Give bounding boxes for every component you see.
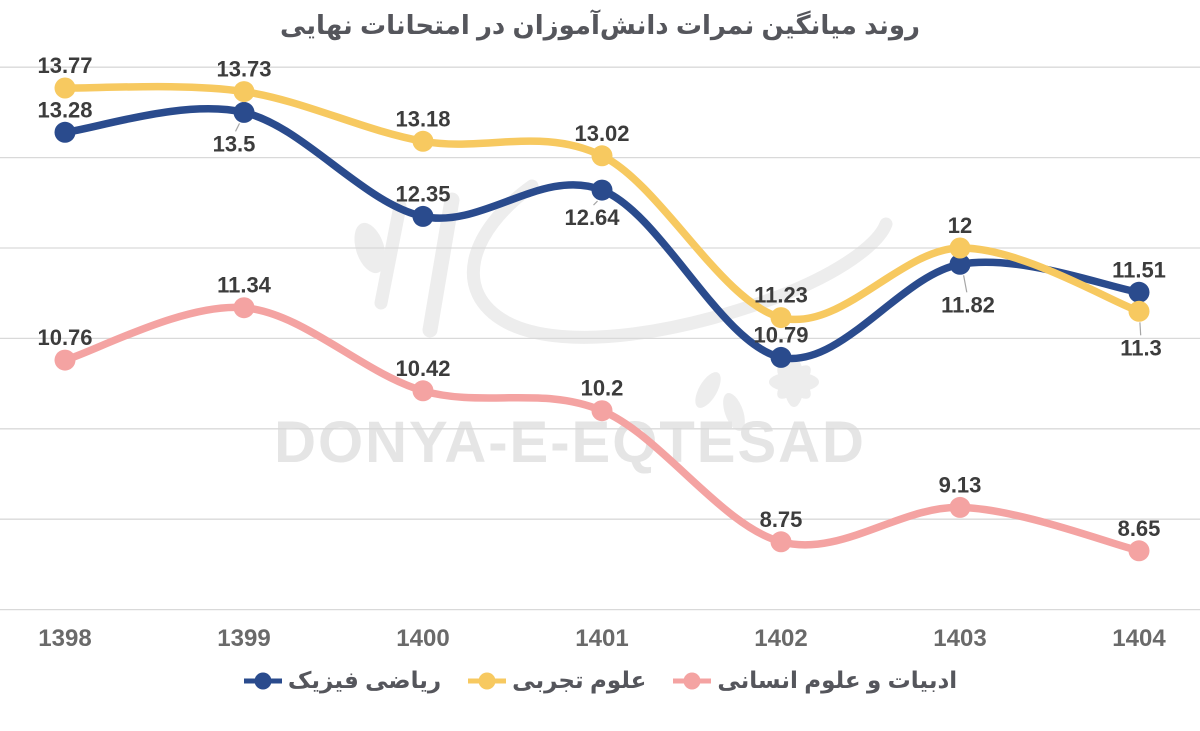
- data-label: 11.34: [217, 273, 272, 298]
- x-axis-label: 1404: [1112, 625, 1166, 652]
- data-label: 12.64: [564, 205, 620, 230]
- data-label: 10.42: [395, 356, 450, 381]
- x-axis-label: 1402: [754, 625, 807, 652]
- data-label: 12.35: [395, 181, 450, 206]
- data-label: 13.77: [37, 53, 92, 78]
- legend-item-experimental-sciences: علوم تجربی: [467, 667, 646, 694]
- data-point: [233, 297, 255, 319]
- data-point: [1128, 281, 1150, 303]
- data-point: [770, 531, 792, 553]
- data-point: [949, 237, 971, 259]
- data-label: 10.76: [37, 325, 92, 350]
- data-label: 9.13: [939, 472, 982, 497]
- x-axis-label: 1401: [575, 625, 628, 652]
- data-point: [1128, 300, 1150, 322]
- data-label: 11.51: [1112, 257, 1166, 282]
- chart-title: روند میانگین نمرات دانش‌آموزان در امتحان…: [279, 10, 921, 40]
- x-axis-label: 1399: [217, 625, 270, 652]
- data-point: [591, 145, 613, 167]
- legend-item-math-physics: ریاضی فیزیک: [243, 667, 441, 694]
- label-leader-line: [593, 200, 598, 206]
- x-axis-labels: 1398 1399 1400 1401 1402 1403 1404: [38, 625, 1166, 652]
- data-point: [233, 101, 255, 123]
- x-axis-label: 1400: [396, 625, 449, 652]
- data-point: [949, 253, 971, 275]
- legend-label-experimental-sciences: علوم تجربی: [512, 667, 647, 693]
- legend-label-humanities: ادبیات و علوم انسانی: [717, 667, 958, 693]
- series-1: 13.77 13.73 13.18 13.02 11.23 12 11.3: [37, 53, 1161, 360]
- data-label: 13.28: [37, 97, 92, 122]
- data-point: [1128, 540, 1150, 562]
- data-point: [412, 205, 434, 227]
- data-label: 8.75: [760, 507, 803, 532]
- data-point: [412, 130, 434, 152]
- legend-label-math-physics: ریاضی فیزیک: [287, 667, 442, 693]
- watermark-text: DONYA-E-EQTESAD: [274, 410, 866, 475]
- data-label: 11.23: [754, 283, 808, 308]
- data-point: [770, 346, 792, 368]
- label-leader-line: [234, 123, 241, 132]
- x-axis-label: 1398: [38, 625, 91, 652]
- legend-marker-math-physics-icon: [243, 672, 282, 689]
- series-2: 10.76 11.34 10.42 10.2 8.75 9.13 8.65: [37, 273, 1160, 562]
- data-label: 13.18: [395, 106, 450, 131]
- data-label: 11.82: [941, 292, 995, 317]
- data-point: [54, 349, 76, 371]
- data-point: [591, 400, 613, 422]
- data-point: [591, 179, 613, 201]
- data-label: 12: [948, 213, 972, 238]
- data-label: 13.5: [213, 131, 256, 156]
- label-leader-line: [963, 275, 968, 293]
- watermark-calligraphy-icon: [354, 179, 893, 432]
- data-point: [233, 81, 255, 103]
- legend: ریاضی فیزیک علوم تجربی ادبیات و علوم انس…: [0, 667, 1200, 694]
- series-layer: 13.2813.512.3512.6410.7911.8211.5110.761…: [37, 53, 1166, 562]
- data-label: 13.73: [216, 57, 271, 82]
- data-label: 10.2: [581, 376, 624, 401]
- legend-marker-humanities-icon: [673, 672, 712, 689]
- data-point: [54, 121, 76, 143]
- x-axis-label: 1403: [933, 625, 986, 652]
- legend-marker-experimental-sciences-icon: [468, 672, 507, 689]
- data-label: 8.65: [1118, 516, 1161, 541]
- data-point: [770, 307, 792, 329]
- data-point: [412, 380, 434, 402]
- label-leader-line: [1139, 322, 1142, 336]
- data-point: [54, 77, 76, 99]
- data-label: 11.3: [1120, 335, 1162, 360]
- legend-item-humanities: ادبیات و علوم انسانی: [672, 667, 957, 694]
- data-label: 13.02: [574, 121, 629, 146]
- data-point: [949, 496, 971, 518]
